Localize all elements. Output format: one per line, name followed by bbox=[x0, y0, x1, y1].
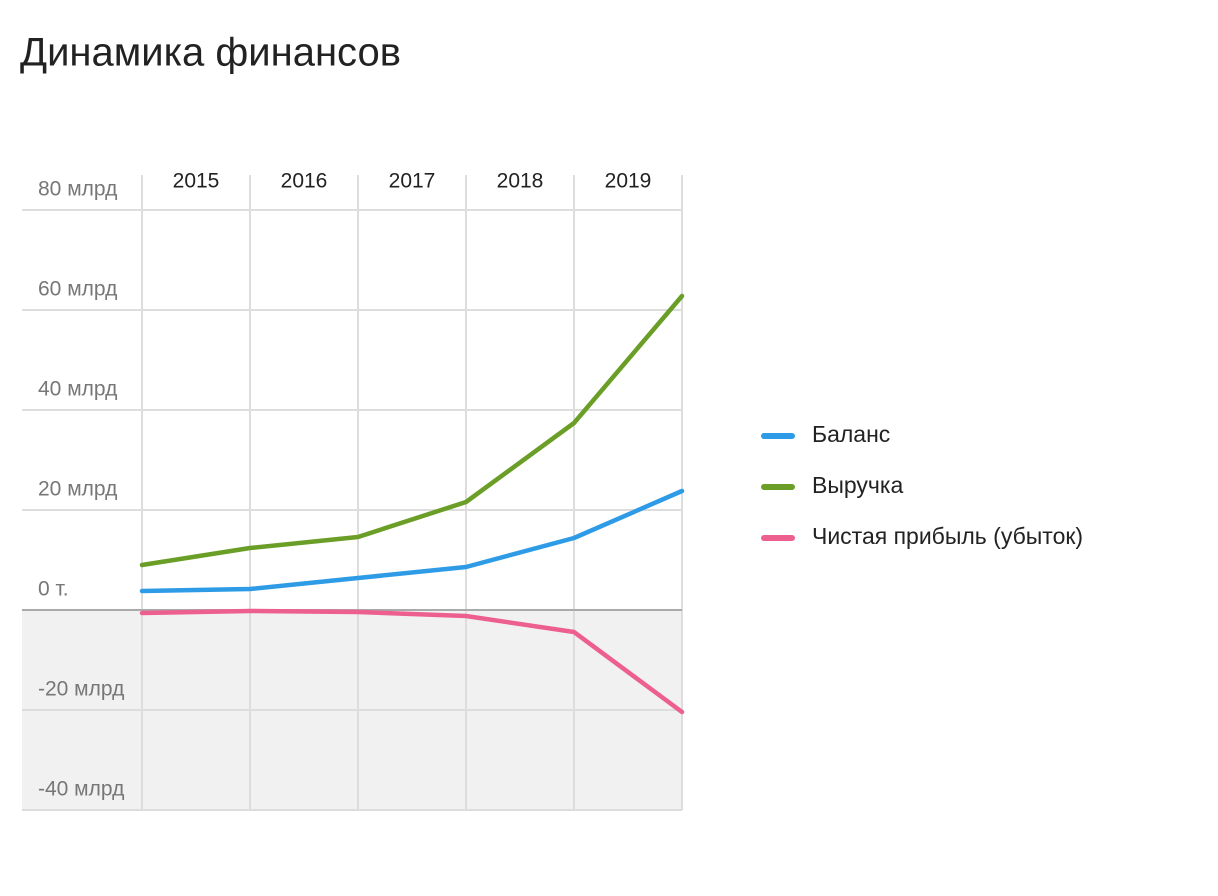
legend-label: Баланс bbox=[812, 421, 890, 447]
series-line bbox=[139, 293, 685, 568]
series-line bbox=[139, 488, 685, 594]
legend-label: Чистая прибыль (убыток) bbox=[812, 523, 1083, 549]
y-tick-label: -20 млрд bbox=[38, 678, 124, 701]
y-tick-label: 0 т. bbox=[38, 578, 69, 601]
y-tick-label: 60 млрд bbox=[38, 278, 117, 301]
chart-title: Динамика финансов bbox=[20, 31, 401, 75]
y-tick-label: 40 млрд bbox=[38, 378, 117, 401]
x-tick-label: 2019 bbox=[605, 170, 652, 193]
y-tick-label: 20 млрд bbox=[38, 478, 117, 501]
series-line bbox=[139, 608, 685, 715]
x-tick-label: 2018 bbox=[497, 170, 544, 193]
legend-label: Выручка bbox=[812, 472, 903, 498]
y-tick-label: 80 млрд bbox=[38, 178, 117, 201]
y-tick-label: -40 млрд bbox=[38, 778, 124, 801]
x-tick-label: 2016 bbox=[281, 170, 328, 193]
x-tick-label: 2017 bbox=[389, 170, 436, 193]
x-tick-label: 2015 bbox=[173, 170, 220, 193]
